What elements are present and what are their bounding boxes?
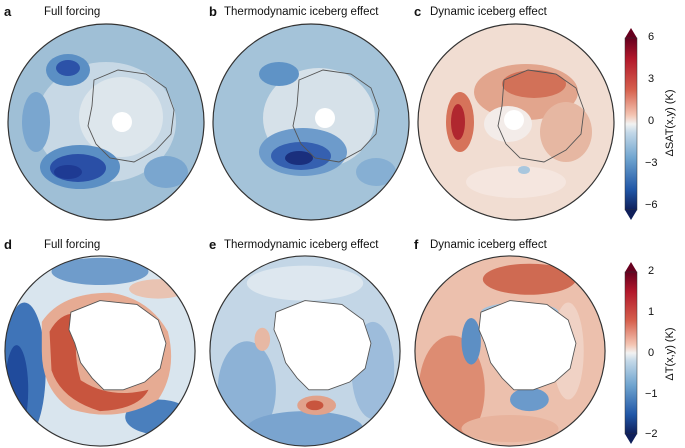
- colorbar-bottom-tick-m2: −2: [645, 428, 658, 440]
- map-b-thermodynamic-sat: [212, 23, 410, 221]
- map-c-dynamic-sat: [417, 23, 615, 221]
- colorbar-top-tick-3: 3: [648, 73, 655, 85]
- colorbar-bottom: [624, 262, 638, 444]
- panel-title-d: Full forcing: [44, 239, 101, 251]
- map-d-full-forcing-temp: [4, 255, 196, 447]
- map-a-full-forcing-sat: [7, 23, 205, 221]
- colorbar-bottom-tick-m1: −1: [645, 388, 658, 400]
- panel-title-e: Thermodynamic iceberg effect: [224, 239, 379, 251]
- colorbar-top: [624, 28, 638, 220]
- panel-letter-e: e: [209, 237, 217, 252]
- colorbar-top-tick-6: 6: [648, 31, 655, 43]
- colorbar-bottom-tick-1: 1: [648, 306, 655, 318]
- panel-letter-b: b: [209, 4, 217, 19]
- panel-title-c: Dynamic iceberg effect: [430, 6, 547, 18]
- map-f-dynamic-temp: [414, 255, 606, 447]
- panel-title-b: Thermodynamic iceberg effect: [224, 6, 379, 18]
- panel-letter-f: f: [414, 237, 419, 252]
- panel-letter-c: c: [414, 4, 422, 19]
- colorbar-bottom-tick-2: 2: [648, 265, 655, 277]
- panel-letter-a: a: [4, 4, 12, 19]
- colorbar-top-label: ΔSAT(x,y) (K): [664, 89, 676, 157]
- map-e-thermodynamic-temp: [209, 255, 401, 447]
- colorbar-bottom-tick-0: 0: [648, 347, 655, 359]
- colorbar-top-tick-0: 0: [648, 115, 655, 127]
- panel-letter-d: d: [4, 237, 12, 252]
- colorbar-top-tick-m6: −6: [645, 199, 658, 211]
- panel-title-a: Full forcing: [44, 6, 101, 18]
- colorbar-top-tick-m3: −3: [645, 157, 658, 169]
- colorbar-bottom-label: ΔT(x,y) (K): [664, 327, 676, 381]
- panel-title-f: Dynamic iceberg effect: [430, 239, 547, 251]
